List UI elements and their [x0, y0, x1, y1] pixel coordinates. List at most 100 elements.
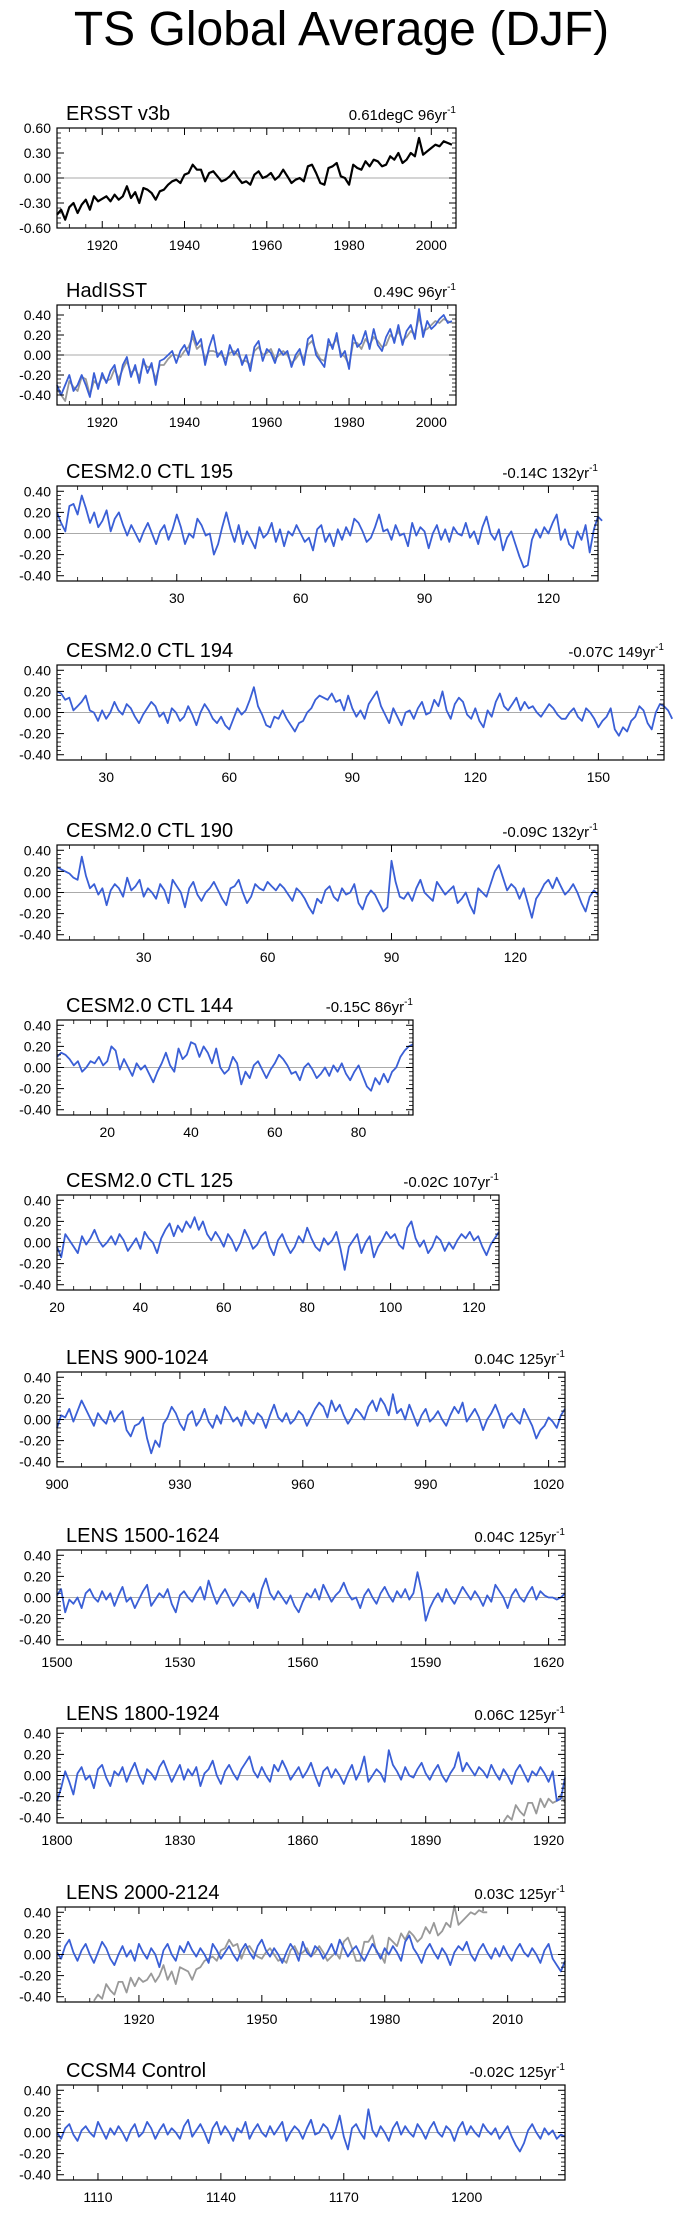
- panel-5: CESM2.0 CTL 144 -0.15C 86yr-1 -0.40 -0.20 0.…: [19, 995, 414, 1140]
- panel-0: ERSST v3b 0.61degC 96yr-1 -0.60 -0.30 0.00 0.…: [19, 103, 457, 253]
- series-line-model: [56, 855, 599, 919]
- y-tick-label: 0.30: [24, 145, 51, 161]
- y-tick-label: -0.20: [19, 726, 51, 742]
- y-tick-label: -0.40: [19, 2167, 51, 2183]
- x-tick-label: 60: [293, 590, 309, 606]
- y-tick-label: 0.20: [24, 327, 51, 343]
- y-tick-label: -0.40: [19, 387, 51, 403]
- trend-exponent: -1: [655, 642, 664, 653]
- panel-title: CESM2.0 CTL 144: [66, 995, 233, 1017]
- y-tick-label: 0.20: [24, 1925, 51, 1941]
- y-tick-label: -0.40: [19, 747, 51, 763]
- x-tick-label: 1920: [87, 237, 118, 253]
- trend-value: -0.15C 86yr: [326, 999, 404, 1016]
- trend-value: 0.04C 125yr: [474, 1351, 556, 1368]
- trend-label: 0.04C 125yr-1: [474, 1349, 565, 1368]
- panel-8: LENS 1500-1624 0.04C 125yr-1 -0.40 -0.20 0.0…: [19, 1525, 566, 1670]
- x-tick-label: 1940: [169, 414, 200, 430]
- x-tick-label: 960: [291, 1476, 315, 1492]
- y-tick-label: -0.20: [19, 906, 51, 922]
- series-line-model: [56, 1216, 500, 1271]
- trend-label: 0.04C 125yr-1: [474, 1527, 565, 1546]
- y-tick-label: 0.20: [24, 863, 51, 879]
- y-tick-label: 0.00: [24, 170, 51, 186]
- x-tick-label: 30: [169, 590, 185, 606]
- page-title: TS Global Average (DJF): [73, 3, 610, 56]
- x-tick-label: 150: [587, 769, 611, 785]
- y-tick-label: 0.00: [24, 705, 51, 721]
- y-tick-label: 0.40: [24, 483, 51, 499]
- panel-1: HadISST 0.49C 96yr-1 -0.40 -0.20 0.00 0.20 0.4…: [19, 280, 457, 430]
- x-tick-label: 1980: [369, 2011, 400, 2027]
- panel-4: CESM2.0 CTL 190 -0.09C 132yr-1 -0.40 -0.20 0…: [19, 820, 599, 965]
- trend-exponent: -1: [589, 822, 598, 833]
- y-tick-label: 0.00: [24, 1060, 51, 1076]
- x-tick-label: 1860: [287, 1832, 318, 1848]
- trend-label: -0.07C 149yr-1: [568, 642, 664, 661]
- series-line-model: [56, 494, 603, 569]
- x-tick-label: 90: [384, 949, 400, 965]
- x-tick-label: 1800: [41, 1832, 72, 1848]
- panel-title: LENS 2000-2124: [66, 1882, 219, 1904]
- x-tick-label: 1830: [164, 1832, 195, 1848]
- x-tick-label: 60: [221, 769, 237, 785]
- x-tick-label: 90: [417, 590, 433, 606]
- series-line-observed_overlay: [56, 316, 453, 402]
- x-tick-label: 90: [345, 769, 361, 785]
- y-tick-label: -0.40: [19, 1454, 51, 1470]
- x-tick-label: 1560: [287, 1654, 318, 1670]
- y-tick-label: -0.40: [19, 1989, 51, 2005]
- series-line-model: [56, 2108, 566, 2153]
- series-line-model: [56, 1934, 566, 1973]
- x-tick-label: 1950: [246, 2011, 277, 2027]
- trend-label: 0.61degC 96yr-1: [349, 105, 457, 124]
- x-tick-label: 60: [267, 1124, 283, 1140]
- y-tick-label: 0.40: [24, 1547, 51, 1563]
- x-tick-label: 120: [537, 590, 561, 606]
- y-tick-label: -0.30: [19, 195, 51, 211]
- x-tick-label: 1020: [533, 1476, 564, 1492]
- trend-value: -0.02C 107yr: [403, 1174, 490, 1191]
- series-line-model: [56, 1571, 566, 1622]
- y-tick-label: 0.20: [24, 1390, 51, 1406]
- x-tick-label: 1940: [169, 237, 200, 253]
- series-line-model: [56, 1041, 414, 1092]
- y-tick-label: -0.20: [19, 2146, 51, 2162]
- panel-title: CESM2.0 CTL 195: [66, 461, 233, 483]
- x-tick-label: 1920: [123, 2011, 154, 2027]
- x-tick-label: 1960: [251, 414, 282, 430]
- y-tick-label: 0.20: [24, 1213, 51, 1229]
- y-tick-label: 0.20: [24, 1038, 51, 1054]
- y-tick-label: 0.40: [24, 662, 51, 678]
- y-tick-label: 0.20: [24, 683, 51, 699]
- y-tick-label: -0.20: [19, 1256, 51, 1272]
- trend-exponent: -1: [556, 2062, 565, 2073]
- panel-title: HadISST: [66, 280, 147, 302]
- panel-10: LENS 2000-2124 0.03C 125yr-1 -0.40 -0.20 0.0…: [19, 1882, 566, 2027]
- trend-value: 0.03C 125yr: [474, 1886, 556, 1903]
- panel-title: CESM2.0 CTL 190: [66, 820, 233, 842]
- series-line-observed_overlay: [93, 1905, 488, 2002]
- x-tick-label: 1920: [87, 414, 118, 430]
- trend-label: 0.49C 96yr-1: [374, 282, 457, 301]
- x-tick-label: 2000: [416, 414, 447, 430]
- y-tick-label: -0.20: [19, 367, 51, 383]
- series-line-model: [56, 686, 674, 737]
- panel-11: CCSM4 Control -0.02C 125yr-1 -0.40 -0.20 0.0…: [19, 2060, 566, 2205]
- y-tick-label: 0.00: [24, 347, 51, 363]
- trend-exponent: -1: [404, 997, 413, 1008]
- x-tick-label: 990: [414, 1476, 438, 1492]
- x-tick-label: 900: [45, 1476, 69, 1492]
- y-tick-label: 0.40: [24, 842, 51, 858]
- trend-label: 0.03C 125yr-1: [474, 1884, 565, 1903]
- x-tick-label: 40: [133, 1299, 149, 1315]
- series-line-model: [56, 308, 453, 398]
- trend-label: 0.06C 125yr-1: [474, 1705, 565, 1724]
- y-tick-label: 0.40: [24, 1369, 51, 1385]
- y-tick-label: 0.00: [24, 885, 51, 901]
- trend-exponent: -1: [556, 1705, 565, 1716]
- panel-title: LENS 1800-1924: [66, 1703, 219, 1725]
- x-tick-label: 40: [183, 1124, 199, 1140]
- x-tick-label: 100: [379, 1299, 403, 1315]
- y-tick-label: -0.40: [19, 927, 51, 943]
